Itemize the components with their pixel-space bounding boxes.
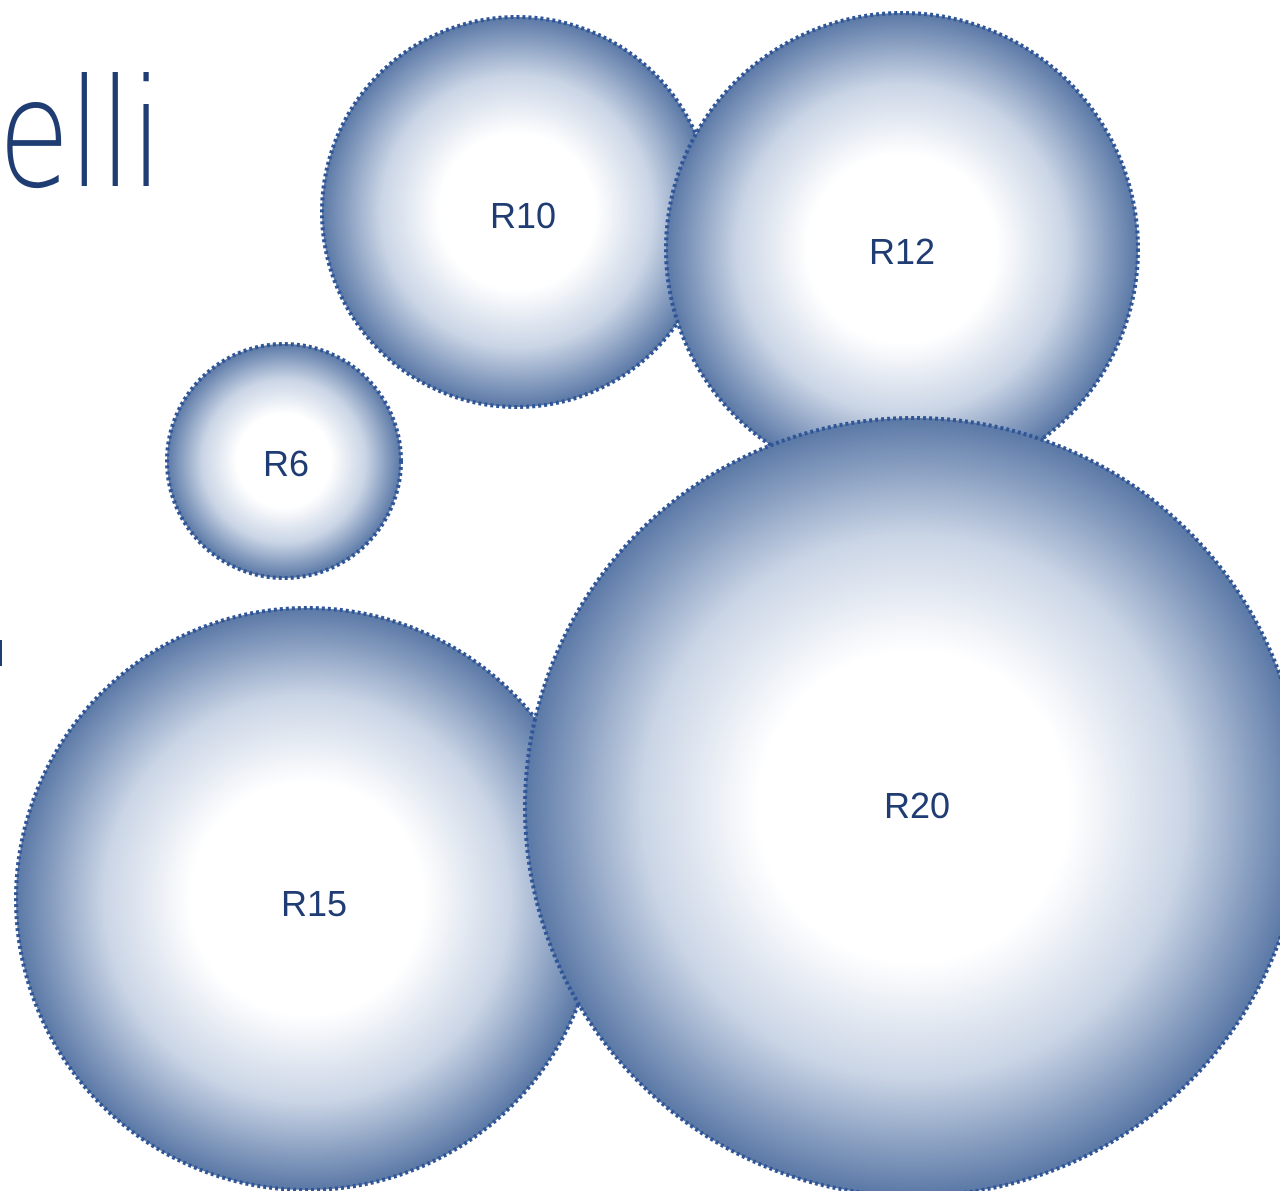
bubble-r6: R6 — [165, 342, 403, 580]
bubble-label-r20: R20 — [884, 785, 950, 826]
bubble-label-r12: R12 — [869, 231, 935, 272]
bubble-r12: R12 — [664, 11, 1140, 487]
edge-mark — [0, 640, 2, 666]
bubble-label-r6: R6 — [263, 443, 309, 484]
bubble-r15: R15 — [14, 606, 600, 1191]
bubble-label-r15: R15 — [281, 883, 347, 924]
bubble-r20: R20 — [523, 416, 1280, 1191]
bubble-label-r10: R10 — [490, 195, 556, 236]
title-fragment: elli — [0, 48, 163, 222]
bubble-r10: R10 — [320, 15, 714, 409]
